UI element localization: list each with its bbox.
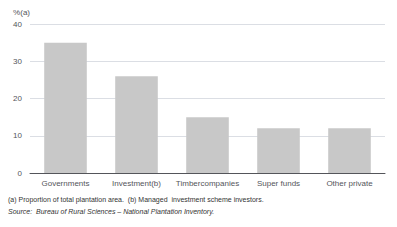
svg-text:10: 10: [13, 131, 22, 140]
svg-text:Super funds: Super funds: [257, 179, 300, 188]
svg-text:%(a): %(a): [13, 8, 30, 17]
svg-text:Investment(b): Investment(b): [112, 179, 161, 188]
svg-text:20: 20: [13, 94, 22, 103]
svg-text:(a) Proportion of total planta: (a) Proportion of total plantation area.…: [8, 196, 264, 204]
svg-text:Timbercompanies: Timbercompanies: [176, 179, 239, 188]
svg-text:Governments: Governments: [41, 179, 89, 188]
svg-text:Other private: Other private: [326, 179, 373, 188]
svg-text:Source: Bureau of Rural Scien: Source: Bureau of Rural Sciences – Natio…: [8, 208, 214, 216]
svg-text:40: 40: [13, 20, 22, 29]
svg-text:30: 30: [13, 57, 22, 66]
svg-text:0: 0: [18, 169, 23, 178]
